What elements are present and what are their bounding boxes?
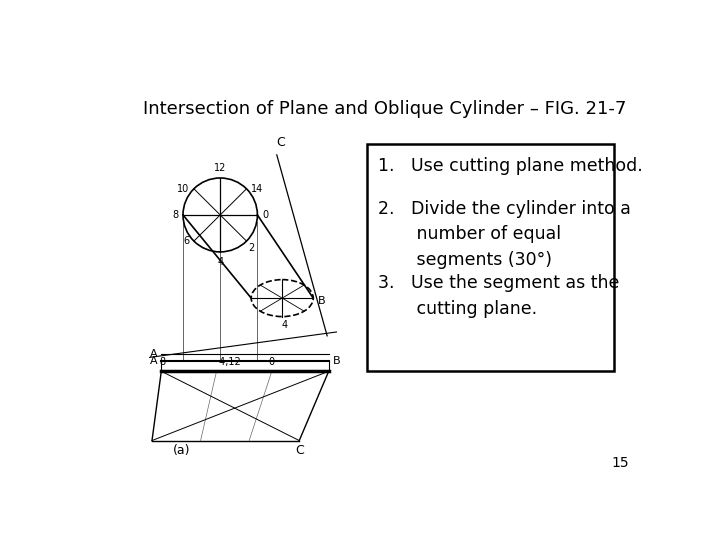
- Text: (a): (a): [173, 444, 190, 457]
- Text: 2: 2: [248, 244, 254, 253]
- Text: 2.   Divide the cylinder into a
       number of equal
       segments (30°): 2. Divide the cylinder into a number of …: [378, 200, 631, 269]
- Text: 0: 0: [262, 210, 268, 220]
- Text: C: C: [295, 444, 304, 457]
- Text: A: A: [150, 356, 158, 366]
- Text: 10: 10: [177, 184, 189, 194]
- Text: 4: 4: [217, 256, 223, 267]
- Text: 14: 14: [251, 184, 264, 194]
- Text: 1.   Use cutting plane method.: 1. Use cutting plane method.: [378, 157, 643, 175]
- Text: 15: 15: [611, 456, 629, 470]
- Text: 12: 12: [214, 164, 226, 173]
- Text: 4: 4: [282, 320, 287, 330]
- Text: 3.   Use the segment as the
       cutting plane.: 3. Use the segment as the cutting plane.: [378, 274, 620, 318]
- Text: ~4,12: ~4,12: [211, 357, 240, 367]
- Text: 8: 8: [160, 357, 166, 367]
- Bar: [367, 144, 614, 372]
- Text: C: C: [276, 137, 285, 150]
- Text: A: A: [150, 348, 158, 359]
- Text: 0: 0: [269, 357, 274, 367]
- Text: 6: 6: [183, 236, 189, 246]
- Text: 8: 8: [172, 210, 179, 220]
- Text: Intersection of Plane and Oblique Cylinder – FIG. 21-7: Intersection of Plane and Oblique Cylind…: [143, 100, 626, 118]
- Text: B: B: [318, 296, 325, 306]
- Text: B: B: [333, 356, 341, 366]
